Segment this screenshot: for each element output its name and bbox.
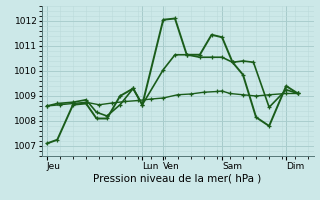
X-axis label: Pression niveau de la mer( hPa ): Pression niveau de la mer( hPa ): [93, 173, 262, 183]
